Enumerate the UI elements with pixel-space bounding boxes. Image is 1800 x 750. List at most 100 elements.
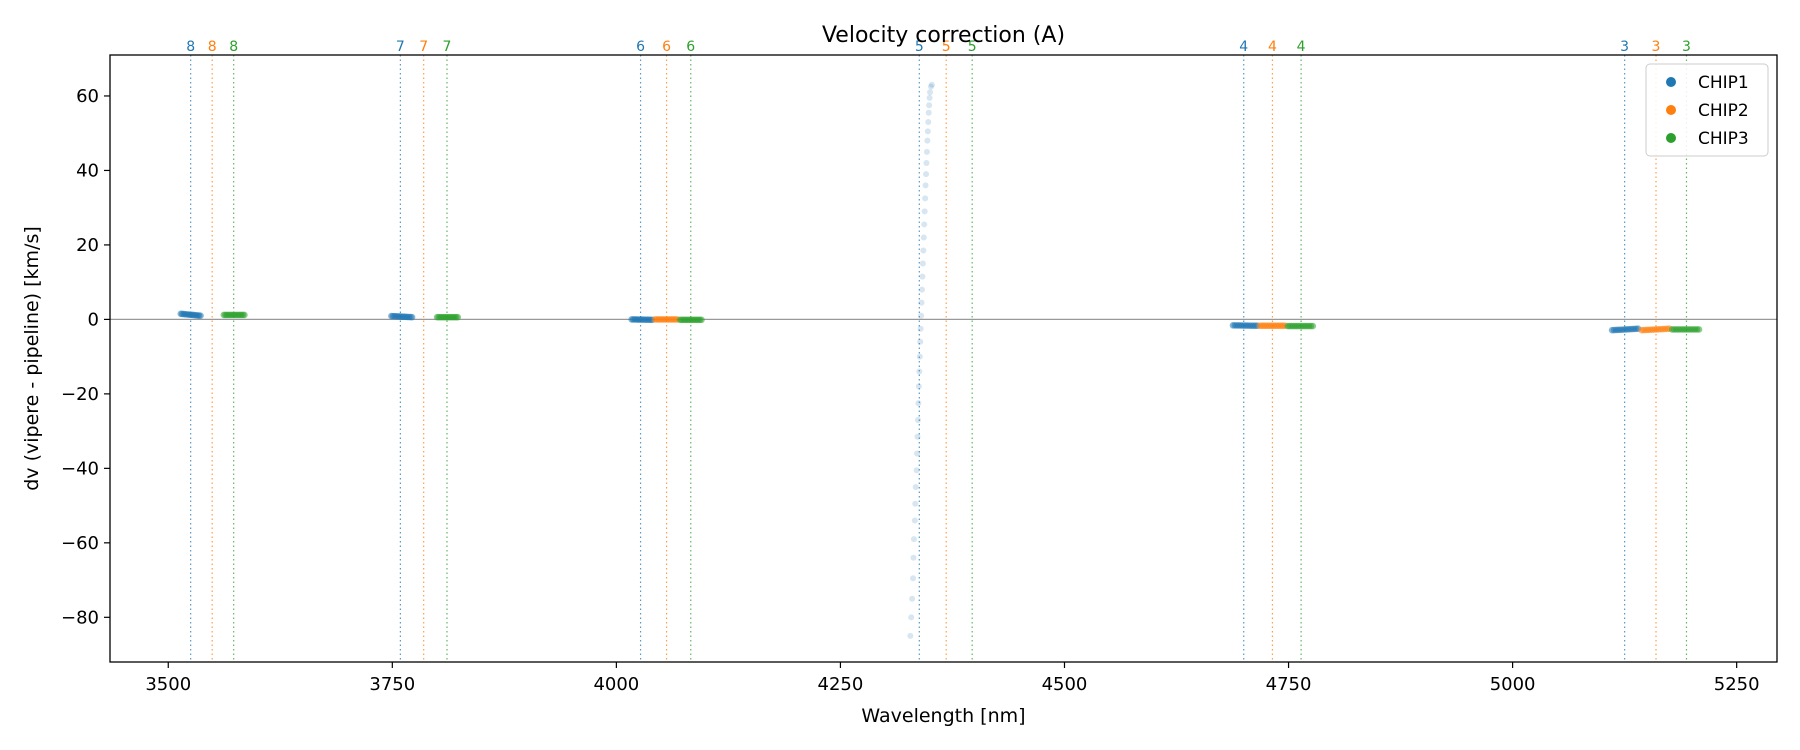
point-outlier-25 xyxy=(920,234,927,241)
point-chip1-cluster-2 xyxy=(408,313,416,321)
legend-label-chip2: CHIP2 xyxy=(1698,101,1749,121)
x-tick-label: 4000 xyxy=(593,674,639,695)
point-outlier-17 xyxy=(917,338,924,345)
point-outlier-31 xyxy=(923,159,930,166)
order-label-7-chip1: 7 xyxy=(396,39,405,55)
point-outlier-34 xyxy=(924,128,931,135)
point-outlier-28 xyxy=(922,195,929,202)
y-tick-label: 20 xyxy=(76,235,99,256)
order-label-3-chip3: 3 xyxy=(1682,39,1691,55)
point-outlier-39 xyxy=(927,89,934,96)
order-label-6-chip1: 6 xyxy=(636,39,645,55)
point-outlier-35 xyxy=(925,119,932,126)
y-tick-label: 60 xyxy=(76,86,99,107)
x-tick-label: 5000 xyxy=(1490,674,1536,695)
legend-marker-chip1 xyxy=(1666,77,1676,87)
point-chip3-cluster-9 xyxy=(1309,322,1317,330)
point-chip1-cluster-0 xyxy=(197,312,204,319)
point-chip3-cluster-6 xyxy=(698,316,705,324)
point-outlier-12 xyxy=(914,416,921,423)
point-outlier-37 xyxy=(926,102,933,109)
point-outlier-10 xyxy=(914,450,921,457)
legend-label-chip1: CHIP1 xyxy=(1698,73,1749,93)
y-axis-ticks: −80 −60 −40 −20 0 20 40 60 xyxy=(61,86,110,628)
point-outlier-19 xyxy=(918,312,925,319)
order-label-8-chip2: 8 xyxy=(208,39,217,55)
order-label-4-chip3: 4 xyxy=(1297,39,1306,55)
point-outlier-7 xyxy=(912,500,919,507)
point-outlier-21 xyxy=(918,286,925,293)
point-chip3-cluster-1 xyxy=(241,311,248,319)
point-outlier-9 xyxy=(913,467,920,474)
point-outlier-0 xyxy=(907,632,914,639)
point-outlier-38 xyxy=(926,94,933,101)
x-tick-label: 3500 xyxy=(145,674,191,695)
point-outlier-40 xyxy=(927,83,934,90)
order-label-4-chip2: 4 xyxy=(1268,39,1277,55)
order-label-6-chip3: 6 xyxy=(686,39,695,55)
point-outlier-24 xyxy=(920,247,927,254)
legend-label-chip3: CHIP3 xyxy=(1698,129,1749,149)
order-label-3-chip1: 3 xyxy=(1620,39,1629,55)
point-outlier-41 xyxy=(928,81,935,88)
x-tick-label: 4500 xyxy=(1042,674,1088,695)
y-tick-label: −20 xyxy=(61,384,99,405)
legend-marker-chip3 xyxy=(1666,133,1676,143)
point-outlier-4 xyxy=(910,554,917,561)
order-label-5-chip1: 5 xyxy=(915,39,924,55)
y-tick-label: −80 xyxy=(61,607,99,628)
point-chip3-cluster-3 xyxy=(454,313,462,321)
point-outlier-3 xyxy=(910,575,917,582)
x-axis-ticks: 3500 3750 4000 4250 4500 4750 5000 5250 xyxy=(145,662,1760,695)
order-label-7-chip2: 7 xyxy=(419,39,428,55)
order-label-5-chip2: 5 xyxy=(942,39,951,55)
x-tick-label: 3750 xyxy=(369,674,415,695)
order-label-7-chip3: 7 xyxy=(443,39,452,55)
point-outlier-20 xyxy=(918,299,925,306)
y-tick-label: −60 xyxy=(61,533,99,554)
y-axis-label: dv (vipere - pipeline) [km/s] xyxy=(21,226,43,491)
point-outlier-23 xyxy=(919,260,926,267)
point-outlier-27 xyxy=(921,208,928,215)
x-tick-label: 5250 xyxy=(1714,674,1760,695)
point-chip3-cluster-12 xyxy=(1695,326,1703,333)
point-outlier-16 xyxy=(916,353,923,360)
order-label-5-chip3: 5 xyxy=(968,39,977,55)
point-outlier-18 xyxy=(917,325,924,332)
order-label-4-chip1: 4 xyxy=(1239,39,1248,55)
y-tick-label: 0 xyxy=(88,309,99,330)
point-outlier-30 xyxy=(923,171,930,178)
order-label-8-chip1: 8 xyxy=(186,39,195,55)
point-outlier-1 xyxy=(908,614,915,621)
y-tick-label: 40 xyxy=(76,160,99,181)
point-outlier-29 xyxy=(922,182,929,189)
legend-marker-chip2 xyxy=(1666,105,1676,115)
point-outlier-5 xyxy=(910,536,917,543)
y-tick-label: −40 xyxy=(61,458,99,479)
plot-area xyxy=(110,55,1777,662)
point-outlier-11 xyxy=(914,433,921,440)
point-outlier-36 xyxy=(925,109,932,116)
x-tick-label: 4750 xyxy=(1266,674,1312,695)
point-outlier-15 xyxy=(916,368,923,375)
point-outlier-6 xyxy=(911,517,918,524)
point-outlier-13 xyxy=(915,400,922,407)
point-outlier-2 xyxy=(909,595,916,602)
legend: CHIP1 CHIP2 CHIP3 xyxy=(1645,63,1769,157)
order-label-8-chip3: 8 xyxy=(229,39,238,55)
plot-frame xyxy=(109,54,1778,663)
point-outlier-33 xyxy=(924,137,931,144)
point-outlier-32 xyxy=(923,148,930,155)
point-outlier-22 xyxy=(919,273,926,280)
x-axis-label: Wavelength [nm] xyxy=(861,705,1025,727)
legend-box xyxy=(1645,63,1769,157)
order-label-3-chip2: 3 xyxy=(1652,39,1661,55)
point-outlier-8 xyxy=(912,483,919,490)
point-outlier-26 xyxy=(921,221,928,228)
chart-title: Velocity correction (A) xyxy=(822,23,1065,48)
x-tick-label: 4250 xyxy=(818,674,864,695)
data-points xyxy=(177,81,1703,639)
